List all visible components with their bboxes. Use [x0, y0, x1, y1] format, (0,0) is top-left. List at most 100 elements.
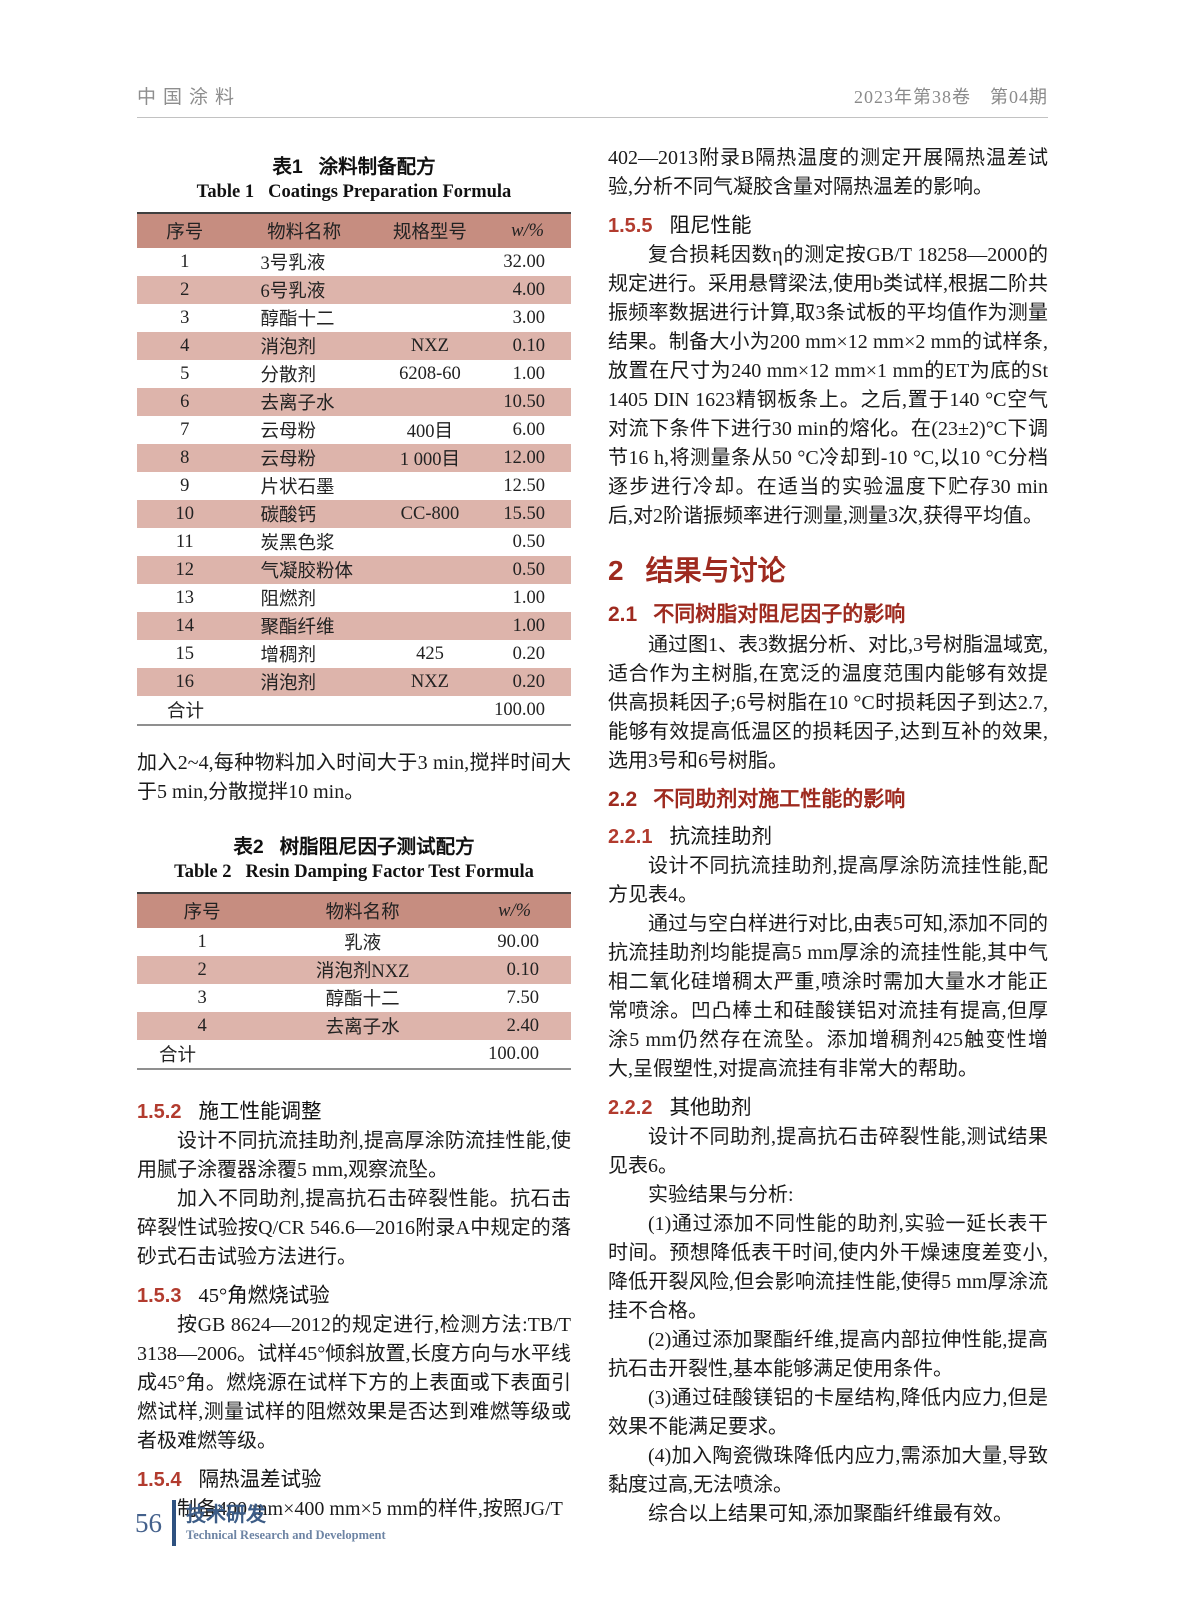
table-row: 10 碳酸钙 CC-800 15.50	[137, 500, 571, 528]
list-item-3: (3)通过硅酸镁铝的卡屋结构,降低内应力,但是效果不能满足要求。	[608, 1387, 1048, 1438]
table-row: 14 聚酯纤维 1.00	[137, 612, 571, 640]
column-header: w/%	[458, 893, 571, 928]
table-row: 4 消泡剂 NXZ 0.10	[137, 332, 571, 360]
section-number: 1.5.3	[137, 1285, 182, 1307]
table-total-row: 合计 100.00	[137, 1040, 571, 1069]
section-heading-2-2-2: 2.2.2 其他助剂	[608, 1090, 1048, 1120]
section-number: 2.2	[608, 788, 638, 811]
paragraph: 复合损耗因数η的测定按GB/T 18258—2000的规定进行。采用悬臂梁法,使…	[608, 244, 1048, 527]
table2-caption-en: Table 2 Resin Damping Factor Test Formula	[137, 862, 571, 883]
table1-caption-en: Table 1 Coatings Preparation Formula	[137, 182, 571, 203]
section-title: 其他助剂	[669, 1097, 752, 1119]
issue-info: 2023年第38卷 第04期	[854, 87, 1048, 107]
table-row: 13 阻燃剂 1.00	[175, 587, 545, 611]
table2-label-zh: 表2	[233, 836, 264, 858]
table-row: 9 片状石墨 12.50	[180, 475, 545, 499]
table-row: 1 3号乳液 32.00	[180, 251, 545, 275]
column-header: 序号	[137, 213, 233, 248]
table-row: 12 气凝胶粉体 0.50	[137, 556, 571, 584]
paragraph: 综合以上结果可知,添加聚酯纤维最有效。	[648, 1503, 1013, 1525]
table2-title-zh: 树脂阻尼因子测试配方	[279, 836, 475, 858]
table-row: 4 去离子水 2.40	[137, 1012, 571, 1040]
column-header: 物料名称	[267, 893, 459, 928]
table1-label-en: Table 1	[196, 182, 255, 202]
table-header-row: 序号 物料名称 规格型号 w/%	[137, 213, 571, 248]
section-number: 1.5.5	[608, 215, 653, 237]
section-number: 2.1	[608, 603, 638, 626]
section-title: 不同助剂对施工性能的影响	[653, 788, 906, 811]
section-1-5-3: 1.5.3 45°角燃烧试验 按GB 8624—2012的规定进行,检测方法:TB…	[137, 1278, 571, 1456]
column-header: 规格型号	[375, 213, 485, 248]
table2-block: 表2 树脂阻尼因子测试配方 Table 2 Resin Damping Factor…	[137, 830, 571, 1070]
section-2-2-2: 2.2.2 其他助剂 设计不同助剂,提高抗石击碎裂性能,测试结果见表6。 实验结果…	[608, 1090, 1048, 1529]
table-row: 7 云母粉 400目 6.00	[180, 419, 545, 443]
list-item-1: (1)通过添加不同性能的助剂,实验一延长表干时间。预想降低表干时间,使内外干燥速…	[608, 1213, 1048, 1322]
section-number: 1.5.4	[137, 1469, 182, 1491]
section-heading-1-5-2: 1.5.2 施工性能调整	[137, 1094, 571, 1124]
section-1-5-5: 1.5.5 阻尼性能 复合损耗因数η的测定按GB/T 18258—2000的规定进…	[608, 208, 1048, 531]
section-1-5-2: 1.5.2 施工性能调整 设计不同抗流挂助剂,提高厚涂防流挂性能,使用腻子涂覆器涂…	[137, 1094, 571, 1272]
page-footer: 56 技术研发 Technical Research and Developme…	[135, 1500, 386, 1546]
table2-title-en: Resin Damping Factor Test Formula	[245, 862, 534, 882]
table-row: 1 乳液 90.00	[197, 931, 539, 955]
section-title: 45°角燃烧试验	[198, 1285, 330, 1307]
section-title: 阻尼性能	[669, 215, 752, 237]
column-header: 序号	[137, 893, 268, 928]
table1-label-zh: 表1	[272, 156, 303, 178]
section-title: 施工性能调整	[198, 1101, 322, 1123]
paragraph: 通过与空白样进行对比,由表5可知,添加不同的抗流挂助剂均能提高5 mm厚涂的流挂…	[608, 913, 1048, 1080]
section-title: 抗流挂助剂	[669, 826, 772, 848]
table-row: 3 醇酯十二 7.50	[197, 987, 539, 1011]
table1-caption-zh: 表1 涂料制备配方	[137, 150, 571, 179]
section-title: 结果与讨论	[645, 555, 786, 586]
footer-section-label-zh: 技术研发	[186, 1504, 266, 1526]
table-total-row: 合计 100.00	[137, 696, 571, 725]
table-row: 2 消泡剂NXZ 0.10	[137, 956, 571, 984]
column-header: 物料名称	[232, 213, 376, 248]
section-heading-2: 2 结果与讨论	[608, 549, 1048, 589]
content-columns: 表1 涂料制备配方 Table 1 Coatings Preparation For…	[137, 144, 1048, 1529]
paragraph: 设计不同抗流挂助剂,提高厚涂防流挂性能,配方见表4。	[608, 855, 1048, 906]
list-item-2: (2)通过添加聚酯纤维,提高内部拉伸性能,提高抗石击开裂性,基本能够满足使用条件…	[608, 1329, 1048, 1380]
section-heading-1-5-5: 1.5.5 阻尼性能	[608, 208, 1048, 238]
table1-title-zh: 涂料制备配方	[318, 156, 436, 178]
table1-note: 加入2~4,每种物料加入时间大于3 min,搅拌时间大于5 min,分散搅拌10…	[137, 752, 571, 803]
section-number: 2.2.2	[608, 1097, 653, 1119]
table-row: 16 消泡剂 NXZ 0.20	[137, 668, 571, 696]
footer-divider-bar	[172, 1500, 176, 1546]
table-row: 15 增稠剂 425 0.20	[175, 643, 545, 667]
section-heading-1-5-4: 1.5.4 隔热温差试验	[137, 1462, 571, 1492]
table-row: 5 分散剂 6208-60 1.00	[180, 363, 545, 387]
table-row: 8 云母粉 1 000目 12.00	[137, 444, 571, 472]
table-row: 6 去离子水 10.50	[137, 388, 571, 416]
column-header: w/%	[484, 213, 571, 248]
table-header-row: 序号 物料名称 w/%	[137, 893, 571, 928]
continued-paragraph: 402—2013附录B隔热温度的测定开展隔热温差试验,分析不同气凝胶含量对隔热温…	[608, 147, 1048, 198]
paragraph: 加入不同助剂,提高抗石击碎裂性能。抗石击碎裂性试验按Q/CR 546.6—201…	[137, 1188, 571, 1268]
section-heading-1-5-3: 1.5.3 45°角燃烧试验	[137, 1278, 571, 1308]
table1-title-en: Coatings Preparation Formula	[268, 182, 512, 202]
paragraph: 设计不同抗流挂助剂,提高厚涂防流挂性能,使用腻子涂覆器涂覆5 mm,观察流坠。	[137, 1130, 571, 1181]
table-row: 11 炭黑色浆 0.50	[175, 531, 545, 555]
section-number: 2.2.1	[608, 826, 653, 848]
page-number: 56	[135, 1507, 162, 1538]
section-number: 2	[608, 555, 624, 586]
column-left: 表1 涂料制备配方 Table 1 Coatings Preparation For…	[137, 144, 571, 1529]
section-title: 不同树脂对阻尼因子的影响	[653, 603, 906, 626]
table-row: 2 6号乳液 4.00	[137, 276, 571, 304]
journal-title: 中国涂料	[137, 87, 242, 108]
paragraph: 按GB 8624—2012的规定进行,检测方法:TB/T 3138—2006。试…	[137, 1314, 571, 1452]
section-heading-2-1: 2.1 不同树脂对阻尼因子的影响	[608, 598, 1048, 628]
section-1-5-4: 1.5.4 隔热温差试验 制备400 mm×400 mm×5 mm的样件,按照JG…	[137, 1462, 571, 1524]
section-2-2-1: 2.2.1 抗流挂助剂 设计不同抗流挂助剂,提高厚涂防流挂性能,配方见表4。 通过…	[608, 819, 1048, 1084]
page-header: 中国涂料 2023年第38卷 第04期	[137, 82, 1048, 118]
table-row: 3 醇酯十二 3.00	[180, 307, 545, 331]
table2-caption-zh: 表2 树脂阻尼因子测试配方	[137, 830, 571, 859]
footer-labels: 技术研发 Technical Research and Development	[186, 1503, 386, 1543]
section-title: 隔热温差试验	[198, 1469, 322, 1491]
paragraph: 设计不同助剂,提高抗石击碎裂性能,测试结果见表6。	[608, 1126, 1048, 1177]
section-heading-2-2: 2.2 不同助剂对施工性能的影响	[608, 783, 1048, 813]
section-heading-2-2-1: 2.2.1 抗流挂助剂	[608, 819, 1048, 849]
damping-test-formula-table: 序号 物料名称 w/% 1 乳液 90.00 2 消泡剂NXZ 0.10 3 醇酯十二 7.50 4 去…	[137, 892, 571, 1070]
